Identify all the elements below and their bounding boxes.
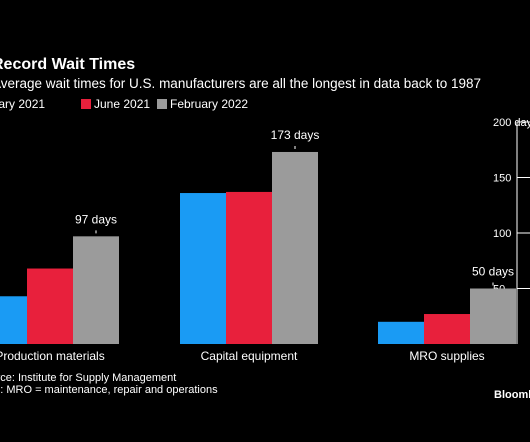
legend-swatch — [81, 99, 91, 109]
category-label: MRO supplies — [409, 349, 484, 363]
data-label: 173 days — [271, 128, 320, 142]
legend-label: February 2022 — [170, 97, 248, 111]
legend: February 2021 June 2021 February 2022 — [0, 97, 248, 111]
data-labels-group: 97 days 173 days 50 days — [75, 128, 514, 286]
bar-0-1 — [27, 268, 73, 344]
bar-0-0 — [0, 296, 27, 344]
legend-swatch — [157, 99, 167, 109]
chart-title: Record Wait Times — [0, 56, 135, 73]
bar-1-2 — [272, 151, 318, 344]
y-tick-label: 200 days — [493, 117, 530, 129]
data-label: 97 days — [75, 212, 117, 226]
bar-0-2 — [73, 236, 119, 344]
category-labels-group: Production materials Capital equipment MRO… — [0, 349, 485, 363]
legend-label: June 2021 — [94, 97, 150, 111]
category-label: Production materials — [0, 349, 105, 363]
bar-2-1 — [424, 314, 470, 344]
brand-logo: Bloomberg — [494, 389, 530, 401]
category-label: Capital equipment — [201, 349, 298, 363]
legend-label: February 2021 — [0, 97, 45, 111]
y-tick-label: 100 — [493, 228, 511, 240]
bar-1-1 — [226, 191, 272, 344]
y-tick-label: 150 — [493, 173, 511, 185]
bar-1-0 — [180, 193, 226, 344]
bar-2-2 — [470, 288, 516, 344]
bars-group — [0, 151, 516, 344]
chart-subtitle: Average wait times for U.S. manufacturer… — [0, 76, 481, 91]
definition-note: Note: MRO = maintenance, repair and oper… — [0, 384, 218, 396]
bar-2-0 — [378, 321, 424, 344]
source-note: Source: Institute for Supply Management — [0, 372, 176, 384]
data-label: 50 days — [472, 265, 514, 279]
